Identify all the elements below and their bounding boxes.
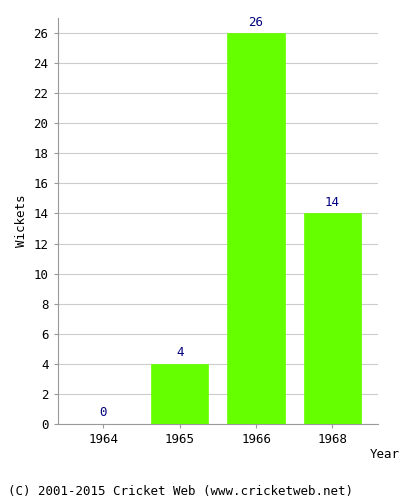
- Y-axis label: Wickets: Wickets: [15, 194, 28, 247]
- Text: 14: 14: [325, 196, 340, 209]
- Bar: [228, 33, 285, 424]
- Text: 26: 26: [249, 16, 264, 28]
- Text: 0: 0: [100, 406, 107, 420]
- Bar: [151, 364, 208, 424]
- Bar: [304, 214, 361, 424]
- X-axis label: Year: Year: [370, 448, 400, 462]
- Text: (C) 2001-2015 Cricket Web (www.cricketweb.net): (C) 2001-2015 Cricket Web (www.cricketwe…: [8, 485, 353, 498]
- Text: 4: 4: [176, 346, 184, 360]
